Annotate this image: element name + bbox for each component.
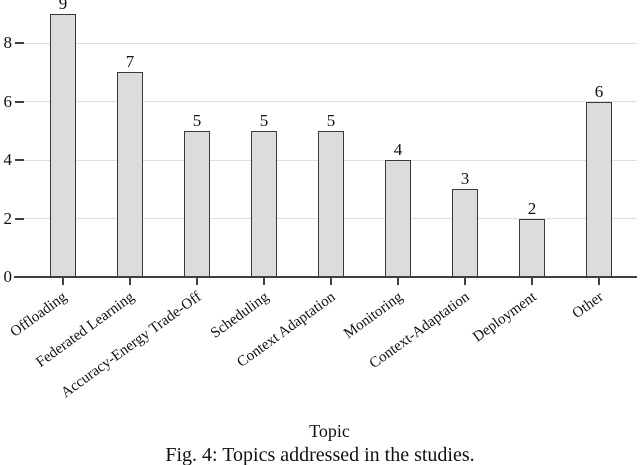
- x-tick-6: [397, 278, 399, 285]
- x-category-label-offloading: Offloading: [7, 289, 71, 341]
- bar-value-label-7: 3: [460, 169, 470, 189]
- bar-value-label-6: 4: [393, 140, 403, 159]
- bar-9-other: [586, 101, 612, 277]
- x-axis-title: Topic: [309, 421, 350, 441]
- y-tick-label-0: 0: [3, 267, 13, 286]
- x-category-label-monitoring: Monitoring: [340, 289, 406, 343]
- x-tick-4: [263, 278, 265, 285]
- figure-caption: Fig. 4: Topics addressed in the studies.: [165, 444, 475, 465]
- bar-5-context-adaptation: [318, 130, 344, 277]
- bar-value-label-2: 7: [125, 52, 135, 72]
- x-tick-8: [531, 278, 533, 285]
- bar-6-monitoring: [385, 160, 411, 277]
- y-tick-6: [15, 100, 24, 103]
- x-tick-3: [196, 278, 198, 285]
- bar-2-federated-learning: [117, 72, 143, 277]
- x-tick-9: [598, 278, 600, 285]
- bar-1-offloading: [50, 13, 76, 277]
- y-tick-2: [15, 217, 24, 220]
- bar-7-context-adaptation: [452, 189, 478, 277]
- y-tick-label-8: 8: [3, 33, 13, 52]
- x-axis-line: [14, 276, 637, 278]
- bar-value-label-5: 5: [326, 110, 336, 130]
- bar-value-label-3: 5: [192, 110, 202, 130]
- x-category-label-other: Other: [569, 289, 607, 323]
- x-category-label-scheduling: Scheduling: [207, 289, 272, 342]
- bar-3-accuracy-energy-trade-off: [184, 130, 210, 277]
- y-tick-label-2: 2: [3, 208, 13, 228]
- x-tick-1: [62, 278, 64, 285]
- x-tick-2: [129, 278, 131, 285]
- bar-8-deployment: [519, 218, 545, 277]
- bar-value-label-8: 2: [527, 198, 537, 218]
- x-category-label-deployment: Deployment: [470, 289, 540, 346]
- x-tick-5: [330, 278, 332, 285]
- y-tick-label-6: 6: [3, 91, 13, 111]
- y-tick-8: [15, 42, 24, 44]
- x-tick-7: [464, 278, 466, 285]
- bar-4-scheduling: [251, 130, 277, 277]
- bar-value-label-9: 6: [594, 81, 604, 101]
- gridline-y6: [24, 101, 637, 102]
- y-tick-label-4: 4: [3, 150, 13, 169]
- bar-value-label-4: 5: [259, 110, 269, 130]
- bar-value-label-1: 9: [58, 0, 68, 13]
- gridline-y8: [24, 42, 637, 44]
- y-tick-4: [15, 159, 24, 161]
